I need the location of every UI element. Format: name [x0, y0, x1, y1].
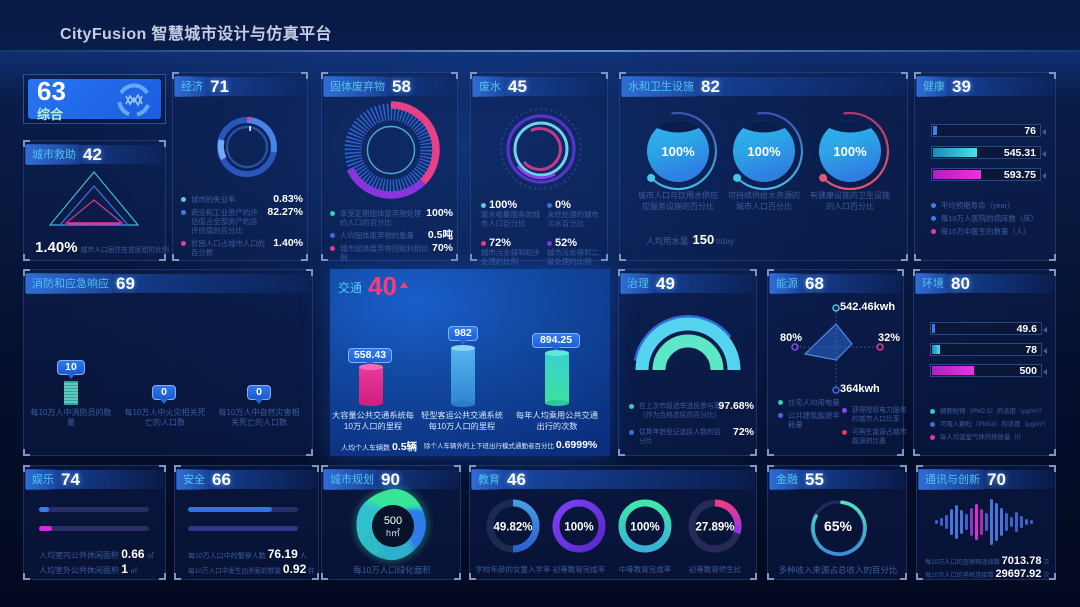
svg-text:100%: 100% — [564, 522, 593, 534]
svg-text:初等教育完成率: 初等教育完成率 — [553, 564, 606, 574]
svg-text:应服务设施的百分比: 应服务设施的百分比 — [642, 201, 714, 211]
svg-text:城市人口与饮用水供应: 城市人口与饮用水供应 — [638, 190, 718, 200]
svg-text:的人口百分比: 的人口百分比 — [826, 201, 874, 211]
svg-text:城市人口百分比: 城市人口百分比 — [736, 201, 792, 211]
svg-text:100%: 100% — [661, 144, 695, 159]
svg-text:100%: 100% — [747, 144, 781, 159]
svg-text:中等教育完成率: 中等教育完成率 — [619, 564, 672, 574]
svg-text:初等教育师生比: 初等教育师生比 — [689, 564, 742, 574]
svg-text:学校年龄的女童入学率: 学校年龄的女童入学率 — [476, 564, 551, 574]
svg-text:49.82%: 49.82% — [493, 522, 532, 534]
svg-text:500: 500 — [384, 515, 402, 527]
svg-text:有健康设施的卫生设施: 有健康设施的卫生设施 — [810, 190, 890, 200]
svg-text:100%: 100% — [833, 144, 867, 159]
svg-text:27.89%: 27.89% — [695, 522, 734, 534]
svg-text:100%: 100% — [630, 522, 659, 534]
svg-text:h㎡: h㎡ — [386, 528, 400, 538]
svg-text:可持续供给水资源的: 可持续供给水资源的 — [728, 190, 800, 200]
